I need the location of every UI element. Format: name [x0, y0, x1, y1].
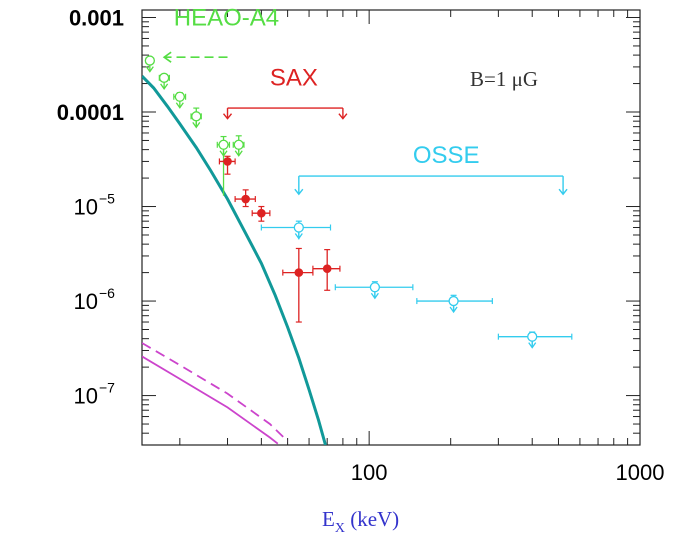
upper-limit-arrowhead: [145, 66, 154, 73]
series-label: OSSE: [413, 142, 480, 169]
y-tick-label: 10: [74, 384, 98, 409]
open-marker: [293, 222, 304, 233]
data-point: [282, 247, 314, 323]
open-marker: [158, 72, 170, 83]
magenta-line: [142, 355, 279, 445]
model-curve: [142, 75, 327, 445]
filled-marker: [322, 264, 332, 273]
plot-border: [141, 9, 641, 446]
annotation-text: B=1 μG: [470, 67, 538, 91]
upper-limit-arrowhead: [175, 102, 184, 109]
data-point: [312, 249, 341, 291]
filled-marker: [257, 208, 266, 218]
open-marker: [174, 91, 185, 102]
upper-limit-arrowhead: [234, 150, 243, 157]
data-point: [218, 155, 236, 175]
open-marker: [527, 331, 538, 342]
axis-ticks: [142, 10, 641, 446]
y-tick-label: 10: [74, 195, 98, 220]
x-axis-title-sub: X: [335, 521, 345, 534]
data-point: [260, 220, 332, 240]
data-point: [334, 281, 414, 300]
data-points: [144, 55, 573, 349]
series-osse: [260, 220, 573, 349]
x-tick-label: 1000: [616, 460, 665, 485]
filled-marker: [241, 194, 250, 204]
open-marker: [144, 55, 155, 66]
series-label: HEAO-A4: [174, 5, 279, 32]
series-heao-a4: [144, 55, 245, 196]
range-arrowhead: [162, 51, 172, 63]
filled-marker: [223, 157, 232, 166]
data-point: [144, 55, 155, 73]
upper-limit-arrowhead: [528, 342, 537, 349]
y-tick-exponent: −5: [99, 191, 115, 207]
x-axis-title-main: E: [322, 507, 335, 531]
y-tick-exponent: −7: [99, 380, 115, 396]
data-point: [251, 205, 271, 222]
x-tick-label: 100: [351, 460, 388, 485]
data-point: [416, 294, 493, 314]
model-curves: [142, 75, 327, 445]
magenta-line: [142, 342, 289, 442]
y-tick-label: 0.001: [69, 5, 124, 30]
data-point: [190, 107, 202, 129]
range-arrow-sax: [222, 107, 348, 120]
open-marker: [448, 295, 459, 307]
data-point: [158, 72, 170, 90]
y-tick-label: 10: [74, 289, 98, 314]
range-arrowhead: [558, 188, 568, 196]
data-point: [173, 91, 187, 109]
y-tick-label: 0.0001: [57, 100, 124, 125]
series-label: SAX: [270, 65, 318, 92]
range-arrowhead: [294, 188, 304, 196]
range-arrowhead: [338, 113, 348, 120]
range-arrowhead: [222, 113, 233, 120]
filled-marker: [294, 268, 304, 277]
x-axis-title: EX (keV): [322, 507, 399, 534]
open-marker: [369, 282, 381, 293]
upper-limit-arrowhead: [294, 233, 303, 240]
upper-limit-arrowhead: [219, 150, 228, 157]
open-marker: [191, 111, 202, 122]
data-point: [234, 189, 256, 208]
upper-limit-arrowhead: [160, 83, 169, 90]
open-marker: [218, 139, 229, 150]
data-point: [497, 331, 573, 349]
upper-limit-arrowhead: [370, 292, 379, 300]
series-sax: [218, 155, 341, 323]
range-arrow-osse: [294, 175, 568, 196]
data-point: [216, 135, 231, 196]
upper-limit-arrowhead: [449, 306, 458, 314]
range-arrow-heao-a4: [162, 51, 228, 63]
x-axis-title-rest: (keV): [345, 507, 399, 531]
y-tick-exponent: −6: [99, 285, 115, 301]
upper-limit-arrowhead: [192, 121, 201, 129]
plot-frame: [141, 9, 641, 446]
open-marker: [233, 139, 244, 150]
data-point: [232, 135, 245, 157]
series-labels: HEAO-A4 SAX OSSE: [162, 5, 568, 196]
